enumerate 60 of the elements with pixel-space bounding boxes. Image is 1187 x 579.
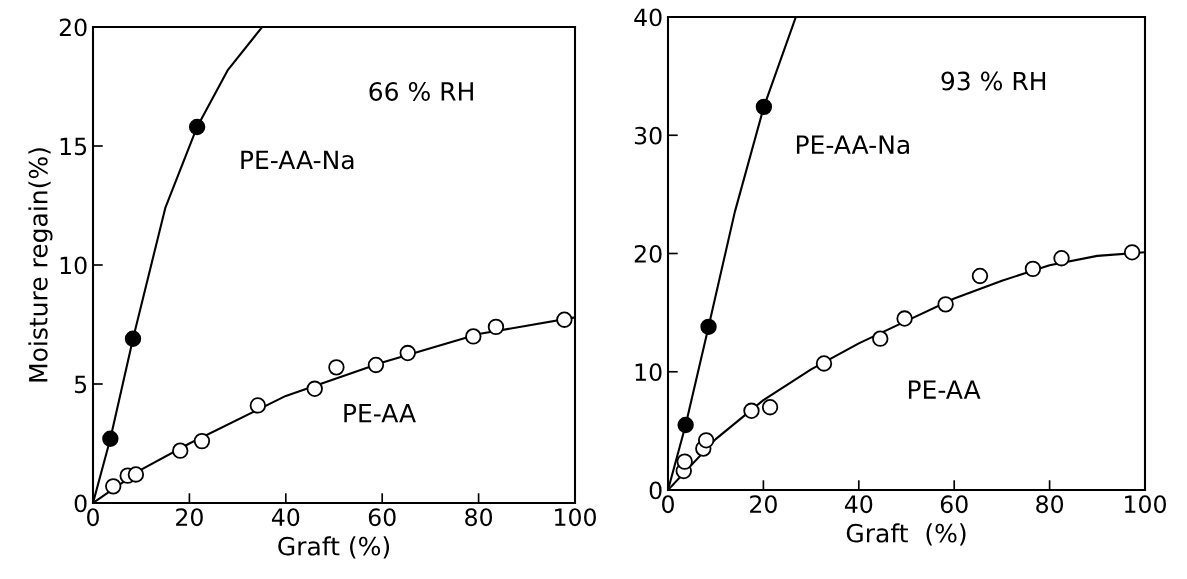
point (1053, 250, 1070, 267)
text: PE-AA (908, 380, 981, 399)
x-tick-label: 0 (87, 508, 99, 527)
x-tick-label: 100 (1125, 495, 1166, 514)
y-tick-label: 20 (634, 244, 662, 263)
series-label: PE-AA-Na (796, 135, 909, 155)
x-tick-label: 40 (271, 508, 300, 527)
y-tick-label: 10 (635, 363, 662, 382)
y-tick-label: 20 (59, 18, 87, 37)
point (188, 118, 206, 136)
x-tick-label: 20 (750, 495, 777, 514)
point (815, 355, 833, 372)
y-tick-label: 15 (60, 137, 87, 156)
point (896, 310, 913, 327)
series-label: PE-AA (344, 404, 416, 423)
y-tick-label: 10 (60, 256, 87, 275)
point (697, 432, 715, 449)
point (249, 397, 267, 414)
y-tick-label: 5 (74, 375, 87, 394)
x-axis-title: Graft (%) (846, 523, 966, 546)
point (127, 466, 145, 483)
x-tick-label: 80 (1036, 495, 1064, 514)
point (105, 478, 122, 495)
point (1024, 260, 1042, 278)
point (487, 318, 505, 336)
point (872, 330, 889, 347)
y-tick-label: 40 (634, 8, 662, 27)
point (761, 399, 779, 416)
point (328, 359, 345, 376)
x-axis-title: Graft (%) (278, 536, 390, 559)
x-tick-label: 40 (844, 495, 873, 514)
point (676, 453, 693, 470)
point (743, 402, 760, 419)
x-tick-label: 60 (368, 508, 396, 527)
point (937, 296, 954, 313)
point (556, 311, 573, 328)
point (172, 442, 189, 459)
point (465, 328, 482, 345)
x-tick-label: 80 (465, 508, 493, 527)
y-tick-label: 30 (634, 126, 662, 145)
point (306, 380, 323, 397)
point (193, 432, 211, 450)
point (367, 356, 385, 374)
point (1123, 244, 1141, 261)
annotation: 66 % RH (369, 81, 473, 101)
point (971, 267, 989, 285)
point (677, 416, 694, 434)
annotation: 93 % RH (941, 71, 1046, 91)
x-tick-label: 60 (940, 495, 968, 514)
point (700, 318, 717, 336)
y-axis-title: Moisture regain(%) (28, 148, 53, 382)
x-tick-label: 20 (176, 508, 203, 527)
point (399, 344, 416, 362)
x-tick-label: 100 (555, 508, 596, 527)
x-tick-label: 0 (662, 495, 674, 514)
point (755, 98, 773, 116)
point (124, 330, 142, 347)
point (102, 430, 119, 447)
y-tick-label: 0 (649, 481, 662, 500)
series-label: PE-AA-Na (241, 150, 354, 170)
